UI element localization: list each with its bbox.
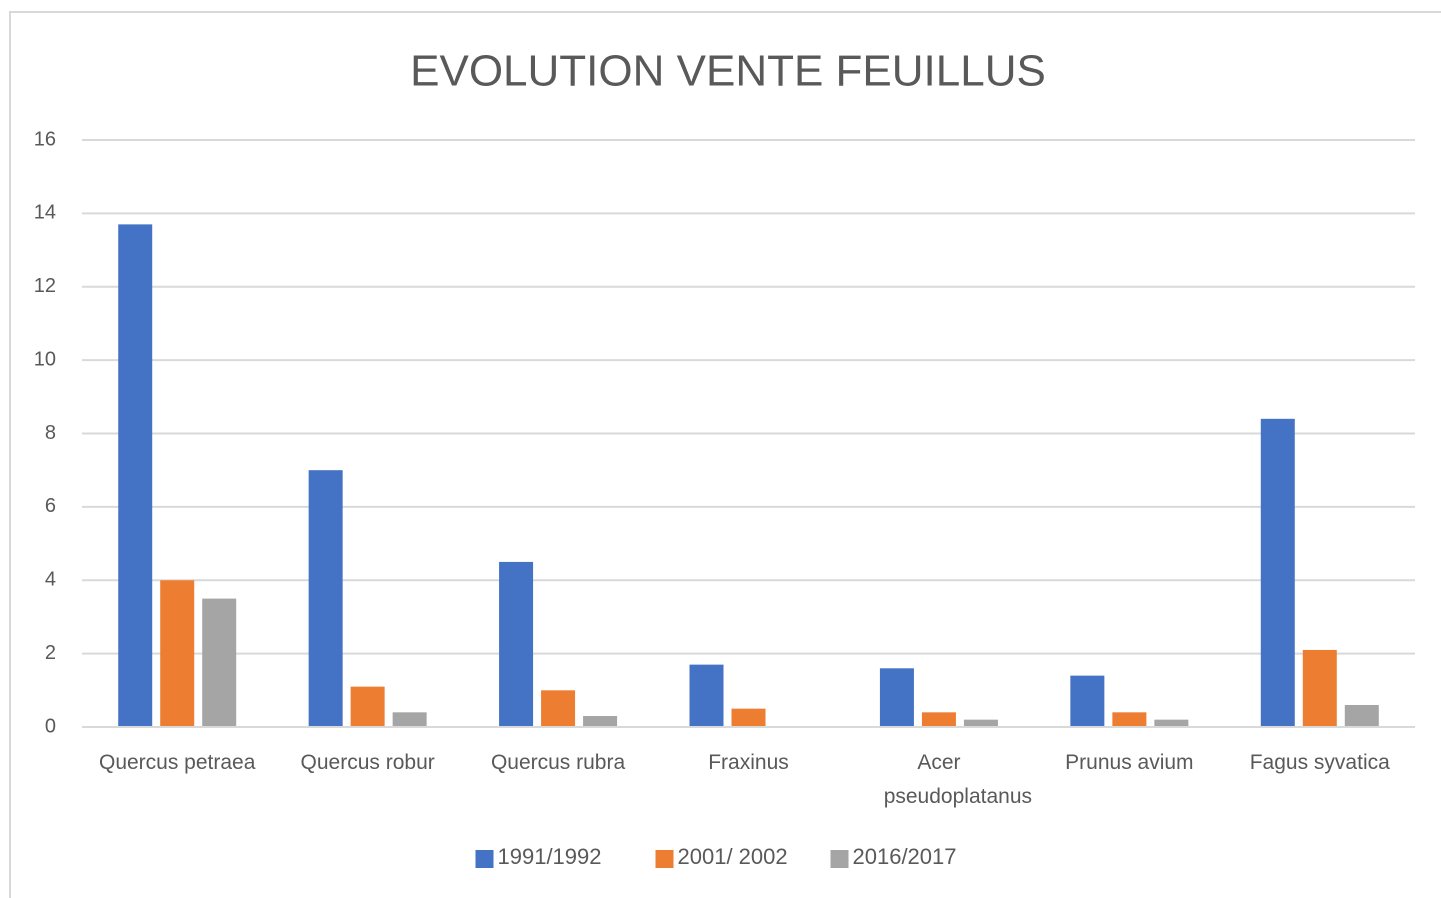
- legend-label: 1991/1992: [498, 844, 602, 869]
- y-tick-label: 6: [45, 495, 56, 517]
- x-tick-label: Quercus rubra: [490, 751, 626, 774]
- chart-frame: [9, 11, 1441, 898]
- bar: [541, 690, 576, 727]
- bar: [879, 668, 914, 727]
- x-tick-label: Fagus syvatica: [1249, 751, 1390, 774]
- bar: [1302, 649, 1337, 727]
- bar: [583, 715, 618, 727]
- legend-swatch: [475, 850, 494, 868]
- bar: [1154, 719, 1189, 727]
- bar: [392, 712, 427, 727]
- y-tick-label: 0: [45, 715, 56, 737]
- bar: [963, 719, 998, 727]
- y-tick-label: 8: [45, 422, 56, 444]
- bar: [350, 686, 385, 727]
- x-tick-label: Acer pseudoplatanus: [883, 751, 1032, 808]
- y-tick-label: 14: [34, 202, 56, 224]
- bar: [118, 224, 153, 727]
- x-tick-label: Quercus petraea: [98, 751, 256, 774]
- bar: [1070, 675, 1105, 727]
- chart-title: EVOLUTION VENTE FEUILLUS: [410, 47, 1046, 96]
- x-tick-label: Prunus avium: [1065, 751, 1194, 774]
- bar: [1344, 704, 1379, 727]
- bar: [921, 712, 956, 727]
- bar: [499, 561, 534, 727]
- bar: [202, 598, 237, 727]
- y-tick-label: 12: [34, 275, 56, 297]
- x-tick-label: Quercus robur: [300, 751, 435, 774]
- bar: [689, 664, 724, 727]
- x-tick-label: Fraxinus: [708, 751, 789, 774]
- y-tick-label: 10: [34, 348, 56, 370]
- y-tick-label: 2: [45, 642, 56, 664]
- bar: [160, 580, 195, 727]
- bar: [308, 470, 343, 727]
- legend-swatch: [655, 850, 674, 868]
- y-tick-label: 16: [34, 128, 56, 150]
- bar: [1112, 712, 1147, 727]
- bar: [1260, 418, 1295, 727]
- legend-swatch: [830, 850, 849, 868]
- legend-label: 2001/ 2002: [678, 844, 788, 869]
- legend-label: 2016/2017: [853, 844, 957, 869]
- bar: [731, 708, 766, 727]
- y-tick-label: 4: [45, 569, 56, 591]
